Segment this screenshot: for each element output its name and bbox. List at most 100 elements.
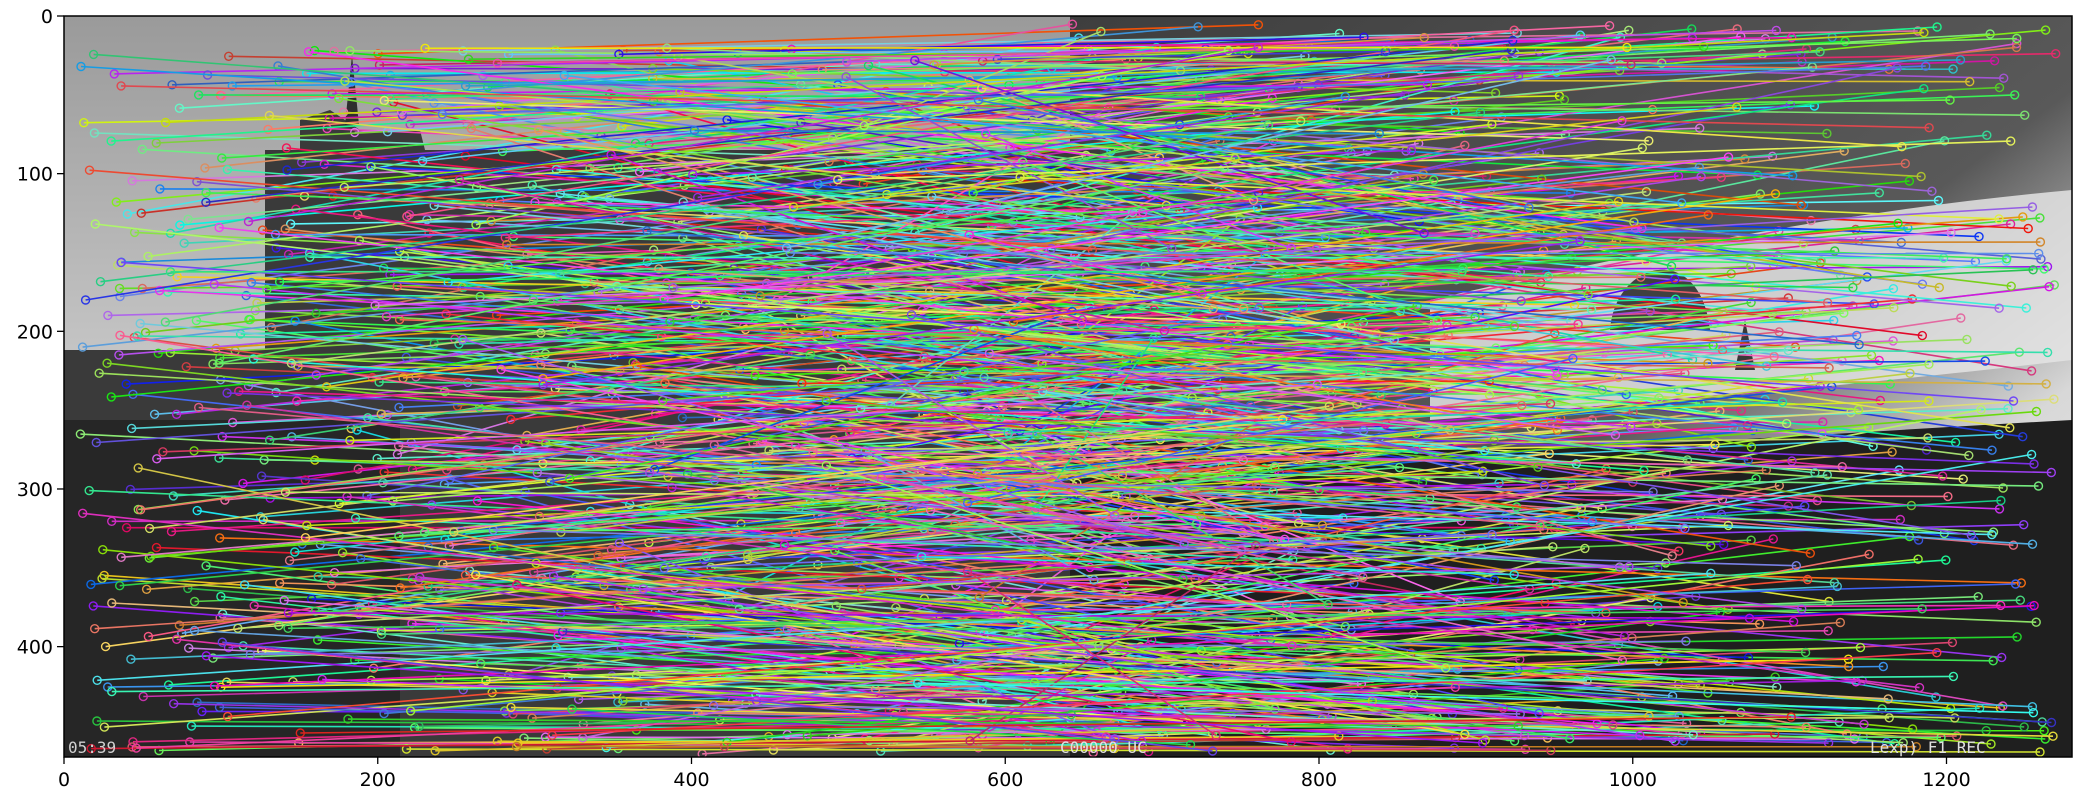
keypoint-marker bbox=[1768, 534, 1779, 544]
keypoint-marker bbox=[1394, 462, 1405, 473]
keypoint-marker bbox=[548, 571, 559, 581]
keypoint-marker bbox=[1223, 45, 1234, 56]
keypoint-marker bbox=[642, 226, 652, 236]
match-line bbox=[663, 156, 1729, 300]
keypoint-marker bbox=[1855, 642, 1866, 653]
keypoint-marker bbox=[1885, 379, 1895, 389]
match-line bbox=[541, 577, 1287, 606]
keypoint-marker bbox=[454, 175, 465, 185]
keypoint-marker bbox=[1678, 597, 1688, 608]
keypoint-marker bbox=[520, 486, 530, 497]
keypoint-marker bbox=[962, 498, 973, 508]
keypoint-marker bbox=[111, 197, 122, 207]
keypoint-marker bbox=[688, 169, 698, 180]
match-line bbox=[285, 491, 1116, 497]
keypoint-marker bbox=[302, 520, 312, 531]
match-line bbox=[168, 559, 1946, 686]
keypoint-marker bbox=[1312, 379, 1323, 390]
keypoint-marker bbox=[1761, 361, 1772, 371]
keypoint-marker bbox=[376, 409, 386, 419]
keypoint-marker bbox=[1949, 713, 1960, 723]
keypoint-marker bbox=[328, 191, 338, 201]
match-line bbox=[539, 404, 1522, 518]
keypoint-marker bbox=[373, 49, 383, 59]
keypoint-marker bbox=[2035, 747, 2045, 757]
keypoint-marker bbox=[787, 69, 797, 79]
keypoint-marker bbox=[500, 232, 510, 243]
keypoint-marker bbox=[417, 156, 428, 166]
keypoint-marker bbox=[107, 598, 117, 608]
keypoint-marker bbox=[1478, 466, 1488, 476]
keypoint-marker bbox=[77, 342, 88, 352]
keypoint-marker bbox=[1520, 744, 1531, 754]
keypoint-marker bbox=[1917, 330, 1928, 341]
keypoint-marker bbox=[133, 463, 143, 473]
keypoint-marker bbox=[160, 317, 171, 327]
keypoint-marker bbox=[830, 546, 840, 556]
match-line bbox=[911, 314, 1545, 487]
keypoint-marker bbox=[1545, 399, 1556, 409]
match-line bbox=[136, 686, 1456, 749]
keypoint-marker bbox=[91, 437, 102, 448]
keypoint-marker bbox=[223, 51, 234, 61]
keypoint-marker bbox=[496, 364, 506, 375]
match-line bbox=[332, 83, 1428, 95]
keypoint-marker bbox=[1723, 604, 1733, 614]
match-line bbox=[776, 106, 1110, 301]
keypoint-marker bbox=[2016, 578, 2027, 588]
keypoint-marker bbox=[1996, 495, 2006, 506]
keypoint-marker bbox=[89, 128, 100, 138]
keypoint-marker bbox=[437, 109, 447, 120]
keypoint-marker bbox=[227, 417, 238, 428]
keypoint-marker bbox=[1253, 42, 1263, 53]
keypoint-marker bbox=[286, 358, 297, 368]
match-line bbox=[130, 585, 1838, 660]
match-line bbox=[96, 370, 1114, 444]
keypoint-marker bbox=[125, 484, 136, 495]
keypoint-marker bbox=[366, 161, 376, 172]
match-line bbox=[1051, 386, 1673, 557]
keypoint-marker bbox=[345, 435, 355, 446]
keypoint-marker bbox=[127, 176, 137, 186]
keypoint-marker bbox=[132, 331, 142, 341]
keypoint-marker bbox=[1565, 188, 1576, 198]
keypoint-marker bbox=[1617, 655, 1628, 666]
match-line bbox=[238, 390, 1386, 425]
keypoint-marker bbox=[755, 291, 765, 301]
match-line bbox=[875, 484, 1780, 691]
keypoint-marker bbox=[402, 211, 412, 222]
keypoint-marker bbox=[214, 358, 224, 368]
keypoint-marker bbox=[88, 49, 99, 60]
keypoint-marker bbox=[189, 625, 200, 636]
match-line bbox=[305, 418, 1283, 539]
keypoint-marker bbox=[2017, 432, 2028, 442]
match-line bbox=[931, 195, 1081, 219]
keypoint-marker bbox=[264, 110, 275, 121]
keypoint-marker bbox=[1613, 372, 1624, 383]
keypoint-marker bbox=[486, 216, 496, 226]
match-line bbox=[214, 283, 1631, 428]
match-line bbox=[156, 383, 1318, 460]
keypoint-marker bbox=[146, 551, 156, 561]
keypoint-marker bbox=[201, 651, 212, 661]
keypoint-marker bbox=[2046, 467, 2057, 478]
keypoint-marker bbox=[1853, 405, 1864, 415]
keypoint-marker bbox=[262, 284, 272, 295]
keypoint-marker bbox=[1900, 158, 1911, 169]
keypoint-marker bbox=[2001, 254, 2012, 264]
keypoint-marker bbox=[121, 379, 131, 389]
keypoint-marker bbox=[186, 721, 197, 731]
keypoint-marker bbox=[126, 654, 136, 664]
match-line bbox=[826, 400, 1538, 468]
keypoint-marker bbox=[86, 579, 96, 590]
match-line bbox=[956, 376, 1972, 536]
keypoint-marker bbox=[973, 95, 984, 105]
keypoint-marker bbox=[1552, 425, 1563, 435]
match-line bbox=[1008, 401, 1783, 434]
keypoint-marker bbox=[271, 243, 281, 253]
keypoint-marker bbox=[972, 469, 983, 479]
keypoint-marker bbox=[303, 47, 314, 57]
keypoint-marker bbox=[567, 704, 577, 714]
keypoint-marker bbox=[1219, 163, 1229, 174]
keypoint-marker bbox=[77, 508, 88, 518]
